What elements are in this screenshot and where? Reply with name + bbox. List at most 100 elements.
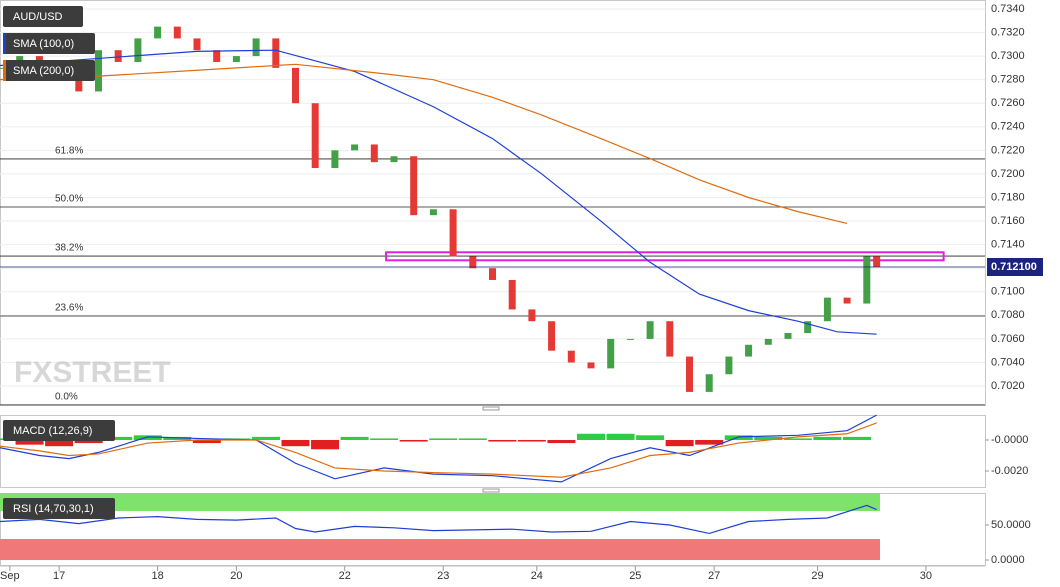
legend-box: [3, 60, 95, 81]
candle: [134, 38, 142, 62]
x-tick-label: 22: [339, 570, 351, 582]
histogram-bar: [606, 433, 635, 440]
candle: [469, 256, 477, 269]
y-tick-label: 0.7180: [991, 191, 1025, 203]
candle: [232, 56, 240, 62]
fib-label: 0.0%: [55, 392, 78, 403]
candle: [489, 268, 496, 280]
candle: [646, 321, 654, 339]
fib-label: 61.8%: [55, 146, 83, 157]
legend-label: SMA (100,0): [13, 38, 74, 50]
x-tick-label: 17: [53, 570, 65, 582]
histogram-bar: [192, 439, 221, 444]
legend-label: SMA (200,0): [13, 65, 74, 77]
y-tick-label: 0.7240: [991, 121, 1025, 133]
candle: [370, 144, 378, 163]
y-tick-label: 0.7160: [991, 215, 1025, 227]
histogram-bar: [813, 436, 842, 440]
candle: [567, 350, 575, 363]
histogram-bar: [163, 436, 192, 440]
histogram-bar: [104, 436, 133, 440]
histogram-bar: [399, 439, 428, 442]
histogram-bar: [311, 439, 340, 450]
candle: [75, 73, 83, 92]
y-tick-label: 0.0000: [991, 554, 1025, 566]
panel-resize-handle: [482, 488, 500, 493]
candle: [114, 50, 122, 62]
histogram-bar: [458, 438, 487, 440]
x-tick-label: 25: [629, 570, 641, 582]
y-tick-label: 0.7100: [991, 286, 1025, 298]
candle: [686, 356, 693, 392]
y-tick-label: 0.7080: [991, 309, 1025, 321]
histogram-bar: [636, 435, 665, 440]
y-tick-label: 0.7300: [991, 50, 1025, 62]
candle: [272, 38, 280, 68]
y-tick-label: 0.7140: [991, 239, 1025, 251]
fib-label: 50.0%: [55, 194, 83, 205]
histogram-bar: [517, 439, 546, 442]
histogram-bar: [783, 438, 812, 440]
fib-label: 23.6%: [55, 303, 83, 314]
histogram-bar: [665, 439, 694, 447]
y-tick-label: 0.7020: [991, 380, 1025, 392]
histogram-bar: [488, 439, 517, 442]
x-tick-label: 27: [708, 570, 720, 582]
watermark: FXSTREET: [14, 356, 171, 389]
legend-box: [3, 33, 95, 54]
highlight-box: [385, 251, 945, 262]
legend-box: [3, 420, 115, 441]
macd-line: [0, 414, 877, 483]
legend-label: RSI (14,70,30,1): [13, 503, 94, 515]
overbought-zone: [0, 493, 880, 511]
candle: [705, 374, 713, 392]
last-price-tag: [987, 258, 1043, 277]
candle: [173, 26, 181, 39]
x-tick-label: 30: [920, 570, 932, 582]
y-tick-label: 50.0000: [991, 519, 1031, 531]
sma-line: [0, 49, 877, 335]
histogram-bar: [133, 435, 162, 440]
histogram-bar: [370, 438, 399, 440]
y-tick-label: 0.7040: [991, 356, 1025, 368]
candle: [764, 338, 772, 345]
histogram-bar: [724, 435, 753, 440]
legend-label: AUD/USD: [13, 11, 63, 23]
histogram-bar: [842, 436, 871, 440]
y-tick-label: 0.7320: [991, 26, 1025, 38]
sma-line: [0, 63, 848, 224]
candle: [843, 297, 851, 304]
oversold-zone: [0, 539, 880, 561]
candle: [784, 333, 792, 339]
candle: [823, 297, 831, 322]
candle: [873, 256, 881, 268]
histogram-bar: [45, 439, 74, 447]
histogram-bar: [15, 439, 44, 445]
y-tick-label: -0.0000: [991, 434, 1028, 446]
legend-swatch: [3, 60, 6, 81]
candle: [528, 309, 536, 322]
panel-frame: [0, 415, 986, 488]
fib-label: 38.2%: [55, 243, 83, 254]
candle: [745, 344, 753, 357]
candle: [154, 26, 162, 39]
y-tick-label: 0.7060: [991, 333, 1025, 345]
candle: [429, 209, 437, 216]
legend-label: MACD (12,26,9): [13, 425, 92, 437]
histogram-bar: [74, 439, 103, 444]
candle: [725, 356, 733, 375]
x-tick-label: 18: [151, 570, 163, 582]
x-tick-label: 20: [230, 570, 242, 582]
legend-box: [3, 498, 115, 519]
histogram-bar: [695, 439, 724, 445]
candle: [213, 50, 221, 62]
candle: [607, 338, 615, 369]
histogram-bar: [577, 433, 605, 440]
candle: [863, 256, 871, 304]
histogram-bar: [429, 438, 458, 440]
y-tick-label: 0.7200: [991, 168, 1025, 180]
y-tick-label: 0.7340: [991, 3, 1025, 15]
x-tick-label: 23: [437, 570, 449, 582]
last-price-label: 0.712100: [991, 261, 1037, 273]
